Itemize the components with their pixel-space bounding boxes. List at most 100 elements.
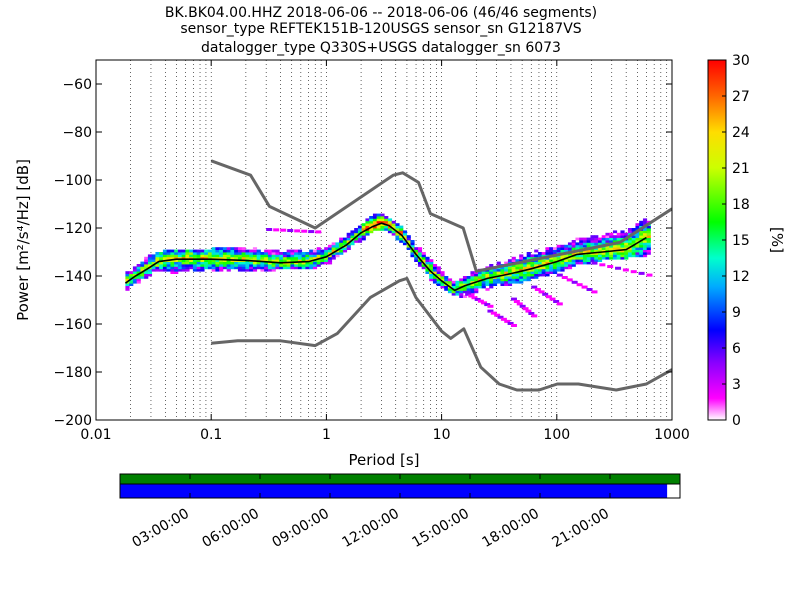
heatmap-cell <box>196 254 201 258</box>
heatmap-cell <box>560 254 565 258</box>
heatmap-cell <box>256 256 261 260</box>
heatmap-cell <box>635 235 640 238</box>
heatmap-cell <box>305 264 310 267</box>
heatmap-cell <box>515 276 520 279</box>
heatmap-cell <box>196 256 201 260</box>
heatmap-cell <box>462 285 468 289</box>
heatmap-cell <box>136 280 141 284</box>
heatmap-cell <box>586 240 591 243</box>
heatmap-cell <box>541 273 546 277</box>
heatmap-cell <box>616 232 621 236</box>
heatmap-cell <box>282 259 288 262</box>
heatmap-cell <box>534 276 539 279</box>
heatmap-cell <box>294 249 299 253</box>
heatmap-cell <box>245 254 250 258</box>
heatmap-cell <box>500 317 507 321</box>
heatmap-cell <box>354 240 359 243</box>
heatmap-cell <box>230 261 235 265</box>
heatmap-cell <box>496 276 501 279</box>
heatmap-cell <box>369 216 374 219</box>
y-tick-label: −120 <box>54 221 92 237</box>
heatmap-cell <box>264 268 269 272</box>
heatmap-cell <box>510 297 517 301</box>
heatmap-cell <box>181 268 186 272</box>
heatmap-cell <box>590 240 595 243</box>
heatmap-cell <box>490 311 497 315</box>
heatmap-cell <box>399 237 404 241</box>
heatmap-cell <box>144 273 149 277</box>
heatmap-cell <box>192 261 198 265</box>
heatmap-cell <box>357 235 363 238</box>
heatmap-cell <box>174 264 179 267</box>
heatmap-cell <box>324 256 329 260</box>
heatmap-cell <box>425 271 430 274</box>
colorbar-tick-label: 21 <box>732 161 750 177</box>
heatmap-cell <box>365 232 370 236</box>
heatmap-cell <box>271 264 276 267</box>
heatmap-cell <box>346 232 351 236</box>
heatmap-cell <box>537 268 543 272</box>
y-tick-label: −100 <box>54 173 92 189</box>
heatmap-cell <box>470 283 475 286</box>
heatmap-cell <box>597 242 603 246</box>
heatmap-cell <box>504 278 509 282</box>
heatmap-cell <box>616 256 621 260</box>
heatmap-cell <box>487 309 494 313</box>
heatmap-cell <box>631 228 636 231</box>
heatmap-cell <box>174 252 179 255</box>
heatmap-cell <box>380 216 385 219</box>
heatmap-cell <box>567 247 573 250</box>
heatmap-cell <box>646 230 651 234</box>
heatmap-cell <box>579 242 584 246</box>
heatmap-cell <box>267 266 273 270</box>
heatmap-cell <box>132 268 138 272</box>
heatmap-cell <box>642 252 648 255</box>
heatmap-cell <box>507 283 513 286</box>
heatmap-cell <box>492 278 498 282</box>
heatmap-cell <box>144 271 149 274</box>
heatmap-cell <box>601 249 606 253</box>
heatmap-cell <box>575 237 580 241</box>
heatmap-cell <box>230 247 235 250</box>
heatmap-cell <box>308 230 315 234</box>
heatmap-cell <box>384 220 389 224</box>
heatmap-cell <box>125 271 130 274</box>
heatmap-cell <box>560 256 565 260</box>
heatmap-cell <box>537 252 543 255</box>
heatmap-cell <box>380 218 385 222</box>
heatmap-cell <box>155 268 160 272</box>
heatmap-cell <box>590 249 595 253</box>
heatmap-cell <box>462 290 468 294</box>
heatmap-cell <box>249 252 254 255</box>
heatmap-cell <box>350 232 355 236</box>
heatmap-cell <box>177 268 183 272</box>
heatmap-cell <box>237 264 243 267</box>
heatmap-cell <box>429 276 434 279</box>
heatmap-cell <box>260 264 265 267</box>
heatmap-cell <box>594 249 599 253</box>
heatmap-cell <box>642 220 648 224</box>
heatmap-cell <box>489 273 494 277</box>
heatmap-cell <box>496 278 501 282</box>
heatmap-cell <box>312 256 318 260</box>
heatmap-cell <box>384 218 389 222</box>
heatmap-cell <box>241 266 246 270</box>
heatmap-cell <box>567 244 573 248</box>
heatmap-cell <box>417 261 423 265</box>
heatmap-cell <box>294 264 299 267</box>
heatmap-cell <box>515 266 520 270</box>
heatmap-cell <box>556 268 561 272</box>
heatmap-cell <box>189 266 194 270</box>
heatmap-cell <box>316 261 321 265</box>
heatmap-cell <box>545 273 550 277</box>
heatmap-cell <box>590 242 595 246</box>
heatmap-cell <box>579 256 584 260</box>
heatmap-cell <box>609 240 614 243</box>
heatmap-cell <box>339 237 344 241</box>
heatmap-cell <box>267 261 273 265</box>
heatmap-cell <box>170 271 175 274</box>
heatmap-cell <box>241 254 246 258</box>
heatmap-cell <box>575 254 580 258</box>
heatmap-cell <box>489 283 494 286</box>
heatmap-cell <box>357 228 363 231</box>
